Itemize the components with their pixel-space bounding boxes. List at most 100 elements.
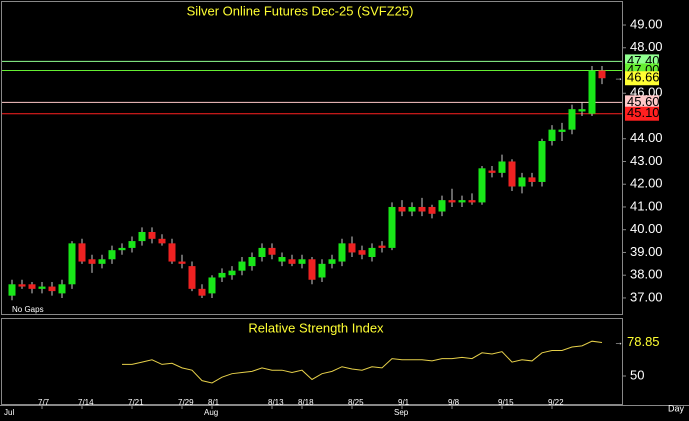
- reference-label: 45.10: [627, 105, 660, 120]
- candle-body: [438, 200, 446, 212]
- period-label: Day: [668, 403, 685, 413]
- y-tick-label: 49.00: [630, 16, 663, 31]
- candle-body: [408, 206, 416, 212]
- last-price-arrow: →: [614, 73, 623, 83]
- candle-body: [88, 259, 96, 264]
- candle-body: [198, 288, 206, 296]
- candle-body: [588, 70, 596, 114]
- candle-body: [358, 250, 366, 255]
- y-tick-label: 42.00: [630, 176, 663, 191]
- candle-body: [488, 170, 496, 173]
- candle-body: [478, 168, 486, 203]
- candle-body: [308, 259, 316, 280]
- candle-body: [38, 286, 46, 289]
- candle-body: [268, 247, 276, 255]
- month-label: Jul: [4, 408, 14, 417]
- x-tick-label: 8/1: [208, 398, 220, 407]
- x-tick-label: 8/18: [298, 398, 314, 407]
- reference-label-box: [625, 106, 659, 121]
- candle-body: [78, 243, 86, 262]
- candle-body: [18, 284, 26, 287]
- rsi-panel-frame: [1, 318, 623, 405]
- candle-body: [148, 231, 156, 239]
- candle-body: [418, 206, 426, 212]
- rsi-line: [122, 340, 603, 384]
- candle-body: [138, 231, 146, 242]
- candle-body: [58, 284, 66, 294]
- candle-body: [28, 284, 36, 289]
- x-tick-label: 8/13: [268, 398, 284, 407]
- x-tick-label: 8/25: [348, 398, 364, 407]
- x-tick-label: 7/7: [38, 398, 50, 407]
- candle-body: [98, 259, 106, 264]
- candle-body: [258, 247, 266, 258]
- candle-body: [118, 247, 126, 251]
- candle-body: [288, 259, 296, 264]
- month-label: Aug: [204, 408, 218, 417]
- candle-body: [498, 161, 506, 173]
- x-tick-label: 9/8: [448, 398, 460, 407]
- y-tick-label: 40.00: [630, 221, 663, 236]
- candle-body: [468, 200, 476, 203]
- candle-body: [428, 206, 436, 214]
- candle-body: [338, 243, 346, 262]
- y-tick-label: 50: [630, 367, 644, 382]
- candle-body: [208, 277, 216, 294]
- candle-body: [398, 206, 406, 212]
- rsi-title: Relative Strength Index: [248, 320, 384, 335]
- candle-body: [8, 284, 16, 296]
- month-label: Sep: [394, 408, 409, 417]
- candle-body: [318, 263, 326, 278]
- candle-body: [188, 266, 196, 289]
- y-tick-label: 37.00: [630, 289, 663, 304]
- y-tick-label: 38.00: [630, 267, 663, 282]
- candle-body: [598, 70, 606, 79]
- y-tick-label: 39.00: [630, 244, 663, 259]
- candle-body: [328, 259, 336, 264]
- last-price-box: [625, 71, 659, 86]
- x-tick-label: 7/14: [78, 398, 94, 407]
- candle-body: [248, 257, 256, 267]
- candle-body: [538, 141, 546, 182]
- y-tick-label: 44.00: [630, 130, 663, 145]
- candle-body: [578, 109, 586, 112]
- last-value-label: 78.85: [627, 334, 660, 349]
- price-panel-frame: [1, 1, 623, 315]
- reference-label: 45.60: [627, 94, 660, 109]
- x-tick-label: 7/21: [128, 398, 144, 407]
- candle-body: [168, 243, 176, 262]
- candle-body: [238, 261, 246, 271]
- candle-body: [278, 257, 286, 262]
- candle-body: [568, 109, 576, 130]
- chart-title: Silver Online Futures Dec-25 (SVFZ25): [187, 3, 414, 18]
- candle-body: [448, 200, 456, 203]
- note: No Gaps: [12, 305, 44, 314]
- candle-body: [108, 250, 116, 260]
- x-tick-label: 9/1: [398, 398, 410, 407]
- candle-body: [528, 177, 536, 182]
- candle-body: [298, 259, 306, 264]
- last-value-arrow: →: [614, 337, 623, 347]
- y-tick-label: 48.00: [630, 39, 663, 54]
- candle-body: [228, 270, 236, 276]
- candle-body: [178, 261, 186, 264]
- candle-body: [508, 161, 516, 187]
- candle-body: [558, 129, 566, 132]
- candle-body: [518, 177, 526, 187]
- y-tick-label: 41.00: [630, 198, 663, 213]
- candle-body: [368, 247, 376, 258]
- candle-body: [218, 272, 226, 278]
- x-tick-label: 7/29: [178, 398, 194, 407]
- candle-body: [378, 245, 386, 248]
- last-price-label: 46.66: [627, 70, 660, 85]
- candle-body: [348, 243, 356, 253]
- candle-body: [388, 206, 396, 248]
- candle-body: [548, 129, 556, 142]
- reference-label-box: [625, 95, 659, 110]
- candle-body: [68, 243, 76, 285]
- x-tick-label: 9/22: [548, 398, 564, 407]
- candle-body: [48, 286, 56, 292]
- candle-body: [458, 200, 466, 203]
